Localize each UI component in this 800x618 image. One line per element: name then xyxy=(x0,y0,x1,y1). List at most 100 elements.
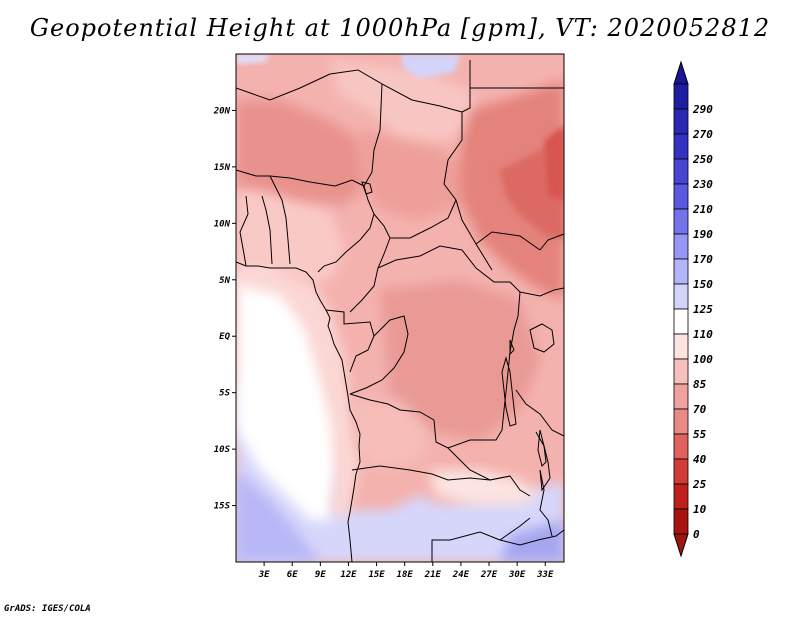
colorbar-level-label: 250 xyxy=(692,153,713,166)
colorbar-cell xyxy=(673,208,689,235)
togo-border xyxy=(261,195,273,265)
colorbar-cell xyxy=(673,158,689,185)
chad-sudan-border xyxy=(443,112,493,271)
map-title: Geopotential Height at 1000hPa [gpm], VT… xyxy=(29,14,771,42)
field-southeast-violet xyxy=(500,520,564,562)
field-congo-mid xyxy=(380,280,540,440)
colorbar-cell xyxy=(673,333,689,360)
west-africa-coast xyxy=(236,261,361,523)
mali-niger-border xyxy=(236,73,331,101)
south-sudan-border xyxy=(519,287,564,297)
colorbar-cell xyxy=(673,433,689,460)
niger-nigeria-border xyxy=(269,175,365,187)
colorbar-bottom-arrow xyxy=(673,533,689,558)
field-far-north-blue-2 xyxy=(236,54,270,64)
lat-tick-label: 20N xyxy=(213,106,231,116)
colorbar-level-label: 85 xyxy=(693,378,707,391)
car-chad-border xyxy=(390,199,457,239)
colorbar-cell xyxy=(673,508,689,535)
lake-malawi xyxy=(537,429,547,467)
cameroon-car-border xyxy=(349,213,391,313)
lon-tick-label: 3E xyxy=(258,570,270,580)
benin-border xyxy=(275,187,291,265)
niger-algeria-border xyxy=(329,69,463,113)
colorbar-level-label: 150 xyxy=(693,278,713,291)
colorbar-cell xyxy=(673,108,689,135)
field-north-mid xyxy=(360,130,470,220)
colorbar-cell xyxy=(673,408,689,435)
lat-tick-label: 15N xyxy=(214,163,231,173)
colorbar-level-label: 70 xyxy=(693,403,707,416)
colorbar-cell xyxy=(673,383,689,410)
latitude-axis: 20N 15N 10N 5N EQ 5S 10S 15S xyxy=(213,106,236,512)
colorbar-level-label: 190 xyxy=(693,228,713,241)
lat-tick-label: EQ xyxy=(219,332,230,342)
drc-east-border xyxy=(488,291,521,441)
colorbar-cell xyxy=(673,358,689,385)
lake-victoria xyxy=(529,323,555,353)
drc-west-border xyxy=(349,393,488,449)
field-north-pale xyxy=(330,60,480,140)
ghana-border xyxy=(239,195,249,267)
lat-tick-label: 10S xyxy=(214,445,231,455)
lon-tick-label: 33E xyxy=(536,570,554,580)
car-south-border xyxy=(377,245,521,293)
southern-coast xyxy=(347,521,353,562)
colorbar-level-label: 110 xyxy=(693,328,713,341)
colorbar-level-label: 290 xyxy=(692,103,713,116)
colorbar-cell xyxy=(673,183,689,210)
colorbar-level-label: 125 xyxy=(693,303,713,316)
zimbabwe-border xyxy=(499,529,564,546)
colorbar-cell xyxy=(673,483,689,510)
colorbar-cell xyxy=(673,283,689,310)
lon-tick-label: 27E xyxy=(480,570,498,580)
nigeria-cameroon-border xyxy=(317,185,375,273)
software-credit: GrADS: IGES/COLA xyxy=(4,604,91,614)
angola-south-border xyxy=(351,465,511,481)
colorbar-level-label: 230 xyxy=(692,178,713,191)
namibia-caprivi xyxy=(431,517,531,562)
lake-kivu xyxy=(509,339,515,356)
colorbar-cell xyxy=(673,458,689,485)
field-southwest-violet xyxy=(236,470,320,562)
colorbar-cell xyxy=(673,308,689,335)
colorbar-level-label: 10 xyxy=(693,503,707,516)
colorbar-cell xyxy=(673,233,689,260)
lakes xyxy=(361,181,555,467)
lon-tick-label: 9E xyxy=(315,570,326,580)
libya-border xyxy=(461,60,471,113)
lon-tick-label: 12E xyxy=(340,570,357,580)
colorbar-level-label: 170 xyxy=(693,253,713,266)
lat-tick-label: 15S xyxy=(214,502,231,512)
niger-chad-border xyxy=(363,83,383,187)
burkina-border xyxy=(236,169,277,189)
colorbar-level-label: 55 xyxy=(693,428,707,441)
map-frame xyxy=(235,53,565,563)
lon-tick-label: 24E xyxy=(452,570,470,580)
lon-tick-label: 21E xyxy=(424,570,442,580)
colorbar-cell xyxy=(673,83,689,110)
colorbar-level-label: 25 xyxy=(692,478,707,491)
colorbar-cell xyxy=(673,258,689,285)
lat-tick-label: 5N xyxy=(219,276,230,286)
lon-tick-label: 30E xyxy=(508,570,526,580)
colorbar-cell xyxy=(673,133,689,160)
field-northwest-dark xyxy=(236,100,370,205)
lake-chad xyxy=(361,181,373,195)
lat-tick-label: 5S xyxy=(219,389,230,399)
colorbar-level-label: 40 xyxy=(693,453,707,466)
field-southwest-congo xyxy=(350,400,430,470)
sudan-south-border xyxy=(475,231,541,251)
height-field xyxy=(236,54,564,562)
lon-tick-label: 15E xyxy=(368,570,385,580)
malawi-border xyxy=(535,431,551,492)
field-far-north-blue xyxy=(400,54,460,78)
colorbar-top-arrow xyxy=(673,60,689,85)
zambia-border xyxy=(447,447,531,497)
colorbar: 2902702502302101901701501251101008570554… xyxy=(673,60,713,558)
colorbar-level-label: 0 xyxy=(693,528,700,541)
colorbar-level-label: 100 xyxy=(693,353,713,366)
field-ethiopia-red xyxy=(545,125,564,200)
lat-tick-label: 10N xyxy=(214,219,231,229)
